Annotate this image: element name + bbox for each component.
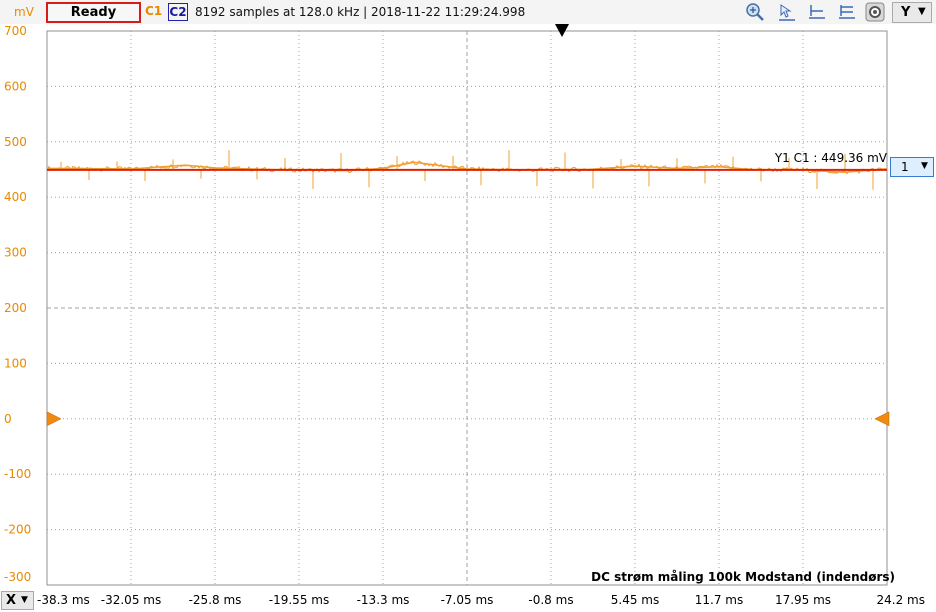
- trigger-marker-icon[interactable]: [555, 24, 569, 37]
- x-tick-label: 5.45 ms: [611, 593, 659, 607]
- cursor-top-icon[interactable]: [777, 2, 797, 22]
- toolbar: mV Ready C1 C2 8192 samples at 128.0 kHz…: [0, 0, 936, 24]
- channel-selector[interactable]: 1 ▼: [890, 157, 934, 177]
- y-tick-label: 200: [4, 301, 27, 315]
- oscilloscope-plot[interactable]: 700 600 500 400 300 200 100 0 -100 -200 -300 Y1 C1…: [0, 24, 936, 590]
- chevron-down-icon: ▼: [918, 6, 926, 17]
- ready-button[interactable]: Ready: [46, 2, 141, 23]
- y-tick-label: -100: [4, 467, 31, 481]
- x-axis-menu-label: X: [6, 593, 17, 608]
- x-tick-label: -13.3 ms: [357, 593, 410, 607]
- chevron-down-icon: ▼: [921, 161, 928, 171]
- y-tick-label: 600: [4, 79, 27, 93]
- y-unit-label: mV: [14, 5, 34, 19]
- cursor-mid-icon[interactable]: [807, 2, 827, 22]
- zero-marker-left-icon[interactable]: [46, 411, 62, 427]
- x-tick-label: -32.05 ms: [101, 593, 161, 607]
- y-tick-label: -300: [4, 570, 31, 584]
- plot-grid: [46, 30, 888, 586]
- x-tick-label: 11.7 ms: [695, 593, 743, 607]
- zero-marker-right-icon[interactable]: [874, 411, 890, 427]
- y-tick-label: 100: [4, 356, 27, 370]
- x-axis-menu[interactable]: X ▼: [1, 591, 34, 610]
- channel2-toggle[interactable]: C2: [168, 3, 188, 21]
- x-tick-label: -19.55 ms: [269, 593, 329, 607]
- y-tick-label: 400: [4, 190, 27, 204]
- x-tick-label: -7.05 ms: [441, 593, 494, 607]
- chevron-down-icon: ▼: [21, 595, 28, 605]
- y-tick-label: 500: [4, 135, 27, 149]
- x-tick-label: -38.3 ms: [37, 593, 90, 607]
- x-axis-labels: -38.3 ms -32.05 ms -25.8 ms -19.55 ms -13.3 …: [37, 593, 925, 607]
- settings-icon[interactable]: [865, 2, 885, 22]
- x-tick-label: 17.95 ms: [775, 593, 831, 607]
- y-axis-menu-label: Y: [901, 5, 911, 20]
- y-axis-labels: 700 600 500 400 300 200 100 0 -100 -200 -300: [4, 24, 31, 584]
- cursor-readout: Y1 C1 : 449.36 mV: [774, 151, 888, 165]
- y-tick-label: -200: [4, 523, 31, 537]
- y-tick-label: 0: [4, 412, 12, 426]
- y-tick-label: 300: [4, 246, 27, 260]
- x-tick-label: -0.8 ms: [528, 593, 573, 607]
- x-tick-label: -25.8 ms: [189, 593, 242, 607]
- cursor-bottom-icon[interactable]: [837, 2, 857, 22]
- acquisition-status: 8192 samples at 128.0 kHz | 2018-11-22 1…: [195, 5, 526, 19]
- y-axis-menu[interactable]: Y ▼: [892, 2, 932, 23]
- channel1-toggle[interactable]: C1: [145, 4, 163, 18]
- plot-title: DC strøm måling 100k Modstand (indendørs…: [591, 570, 895, 584]
- zoom-icon[interactable]: [745, 2, 765, 22]
- x-tick-label: 24.2 ms: [877, 593, 925, 607]
- channel-selector-value: 1: [901, 160, 909, 174]
- y-tick-label: 700: [4, 24, 27, 38]
- x-axis-bar: X ▼ -38.3 ms -32.05 ms -25.8 ms -19.55 ms -1…: [0, 589, 936, 612]
